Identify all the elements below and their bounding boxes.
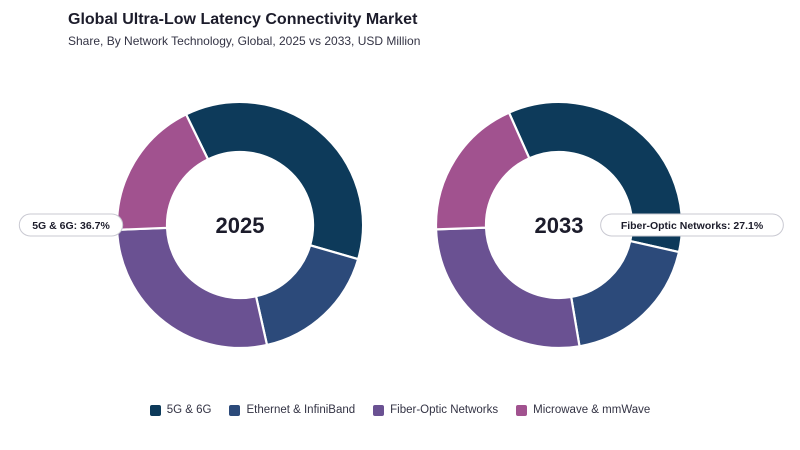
legend-label: Fiber-Optic Networks (390, 404, 499, 416)
legend-swatch (516, 404, 528, 416)
legend-swatch (229, 404, 241, 416)
legend: 5G & 6G Ethernet & InfiniBand Fiber-Optic … (0, 404, 800, 416)
callout-2025: 5G & 6G: 36.7% (18, 213, 124, 237)
legend-item-fiber-optic-networks: Fiber-Optic Networks (373, 404, 498, 416)
legend-item-microwave-and-mmwave: Microwave & mmWave (516, 404, 650, 416)
legend-label: Ethernet & InfiniBand (246, 404, 356, 416)
callout-2033: Fiber-Optic Networks: 27.1% (600, 213, 784, 237)
legend-swatch (373, 404, 385, 416)
slice-microwave-and-mmwave-2025 (115, 112, 210, 231)
slice-fiber-optic-networks-2025 (115, 226, 269, 350)
callout-box (18, 213, 124, 237)
legend-label: Microwave & mmWave (533, 404, 651, 416)
donut-chart-2025: 2025 5G & 6G: 36.7% (18, 100, 365, 350)
donut-chart-2033: 2033 Fiber-Optic Networks: 27.1% (434, 100, 784, 350)
center-label-2033: 2033 (535, 213, 584, 238)
chart-subtitle: Share, By Network Technology, Global, 20… (68, 34, 421, 48)
slice-fiber-optic-networks-2033 (434, 226, 581, 350)
slice-ethernet-and-infiniband-2033 (569, 239, 681, 348)
chart-title: Global Ultra-Low Latency Connectivity Ma… (68, 11, 418, 28)
slice-ethernet-and-infiniband-2025 (254, 243, 360, 347)
legend-swatch (149, 404, 161, 416)
callout-box (600, 213, 784, 237)
legend-label: 5G & 6G (166, 404, 212, 416)
legend-item-ethernet-and-infiniband: Ethernet & InfiniBand (229, 404, 355, 416)
legend-item-5g-and-6g: 5G & 6G (149, 404, 212, 416)
center-label-2025: 2025 (216, 213, 265, 238)
slice-microwave-and-mmwave-2033 (434, 111, 531, 231)
slice-5g-and-6g-2025 (184, 100, 365, 261)
callout-label: 5G & 6G: 36.7% (32, 220, 110, 232)
callout-label: Fiber-Optic Networks: 27.1% (621, 220, 764, 232)
